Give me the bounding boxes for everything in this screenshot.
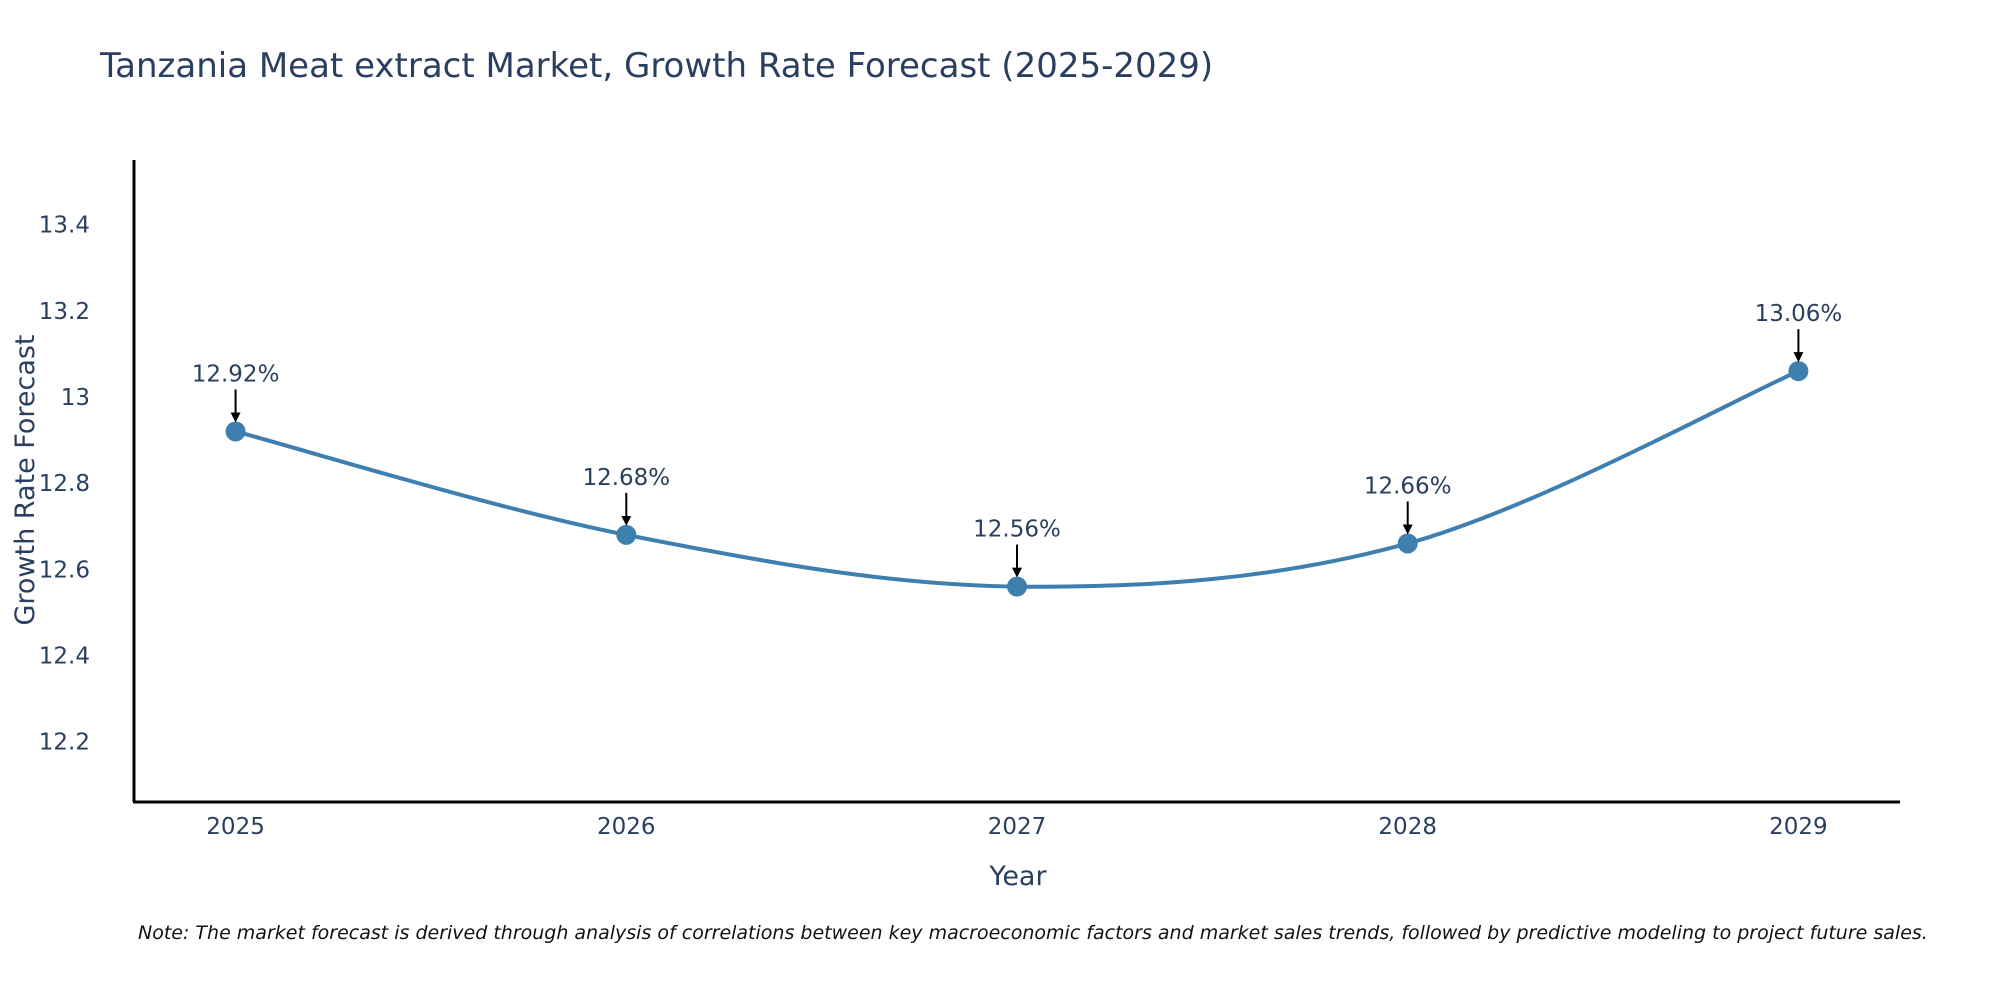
data-label: 12.56% <box>973 517 1061 543</box>
data-label: 13.06% <box>1755 301 1843 327</box>
data-point <box>1007 576 1027 597</box>
y-tick-label: 12.6 <box>39 557 90 583</box>
data-point <box>225 421 246 442</box>
x-tick-label: 2025 <box>206 814 265 840</box>
y-axis-title: Growth Rate Forecast <box>10 334 41 625</box>
x-tick-label: 2026 <box>597 814 656 840</box>
chart-title: Tanzania Meat extract Market, Growth Rat… <box>100 46 1214 86</box>
data-label: 12.68% <box>582 465 670 491</box>
data-label: 12.92% <box>192 361 280 387</box>
x-tick-label: 2028 <box>1378 814 1437 840</box>
x-tick-label: 2027 <box>988 814 1047 840</box>
y-tick-label: 12.4 <box>39 644 90 670</box>
data-point <box>1397 533 1418 554</box>
x-tick-label: 2029 <box>1769 814 1828 840</box>
forecast-note: Note: The market forecast is derived thr… <box>138 922 1928 944</box>
data-label: 12.66% <box>1364 473 1452 499</box>
y-tick-label: 12.8 <box>39 471 90 497</box>
data-point <box>616 524 637 545</box>
data-point <box>1788 361 1809 382</box>
y-tick-label: 13.4 <box>39 213 90 239</box>
x-axis-title: Year <box>988 861 1047 892</box>
y-tick-label: 13.2 <box>39 299 90 325</box>
y-tick-label: 12.2 <box>39 730 90 756</box>
y-tick-label: 13 <box>61 385 90 411</box>
